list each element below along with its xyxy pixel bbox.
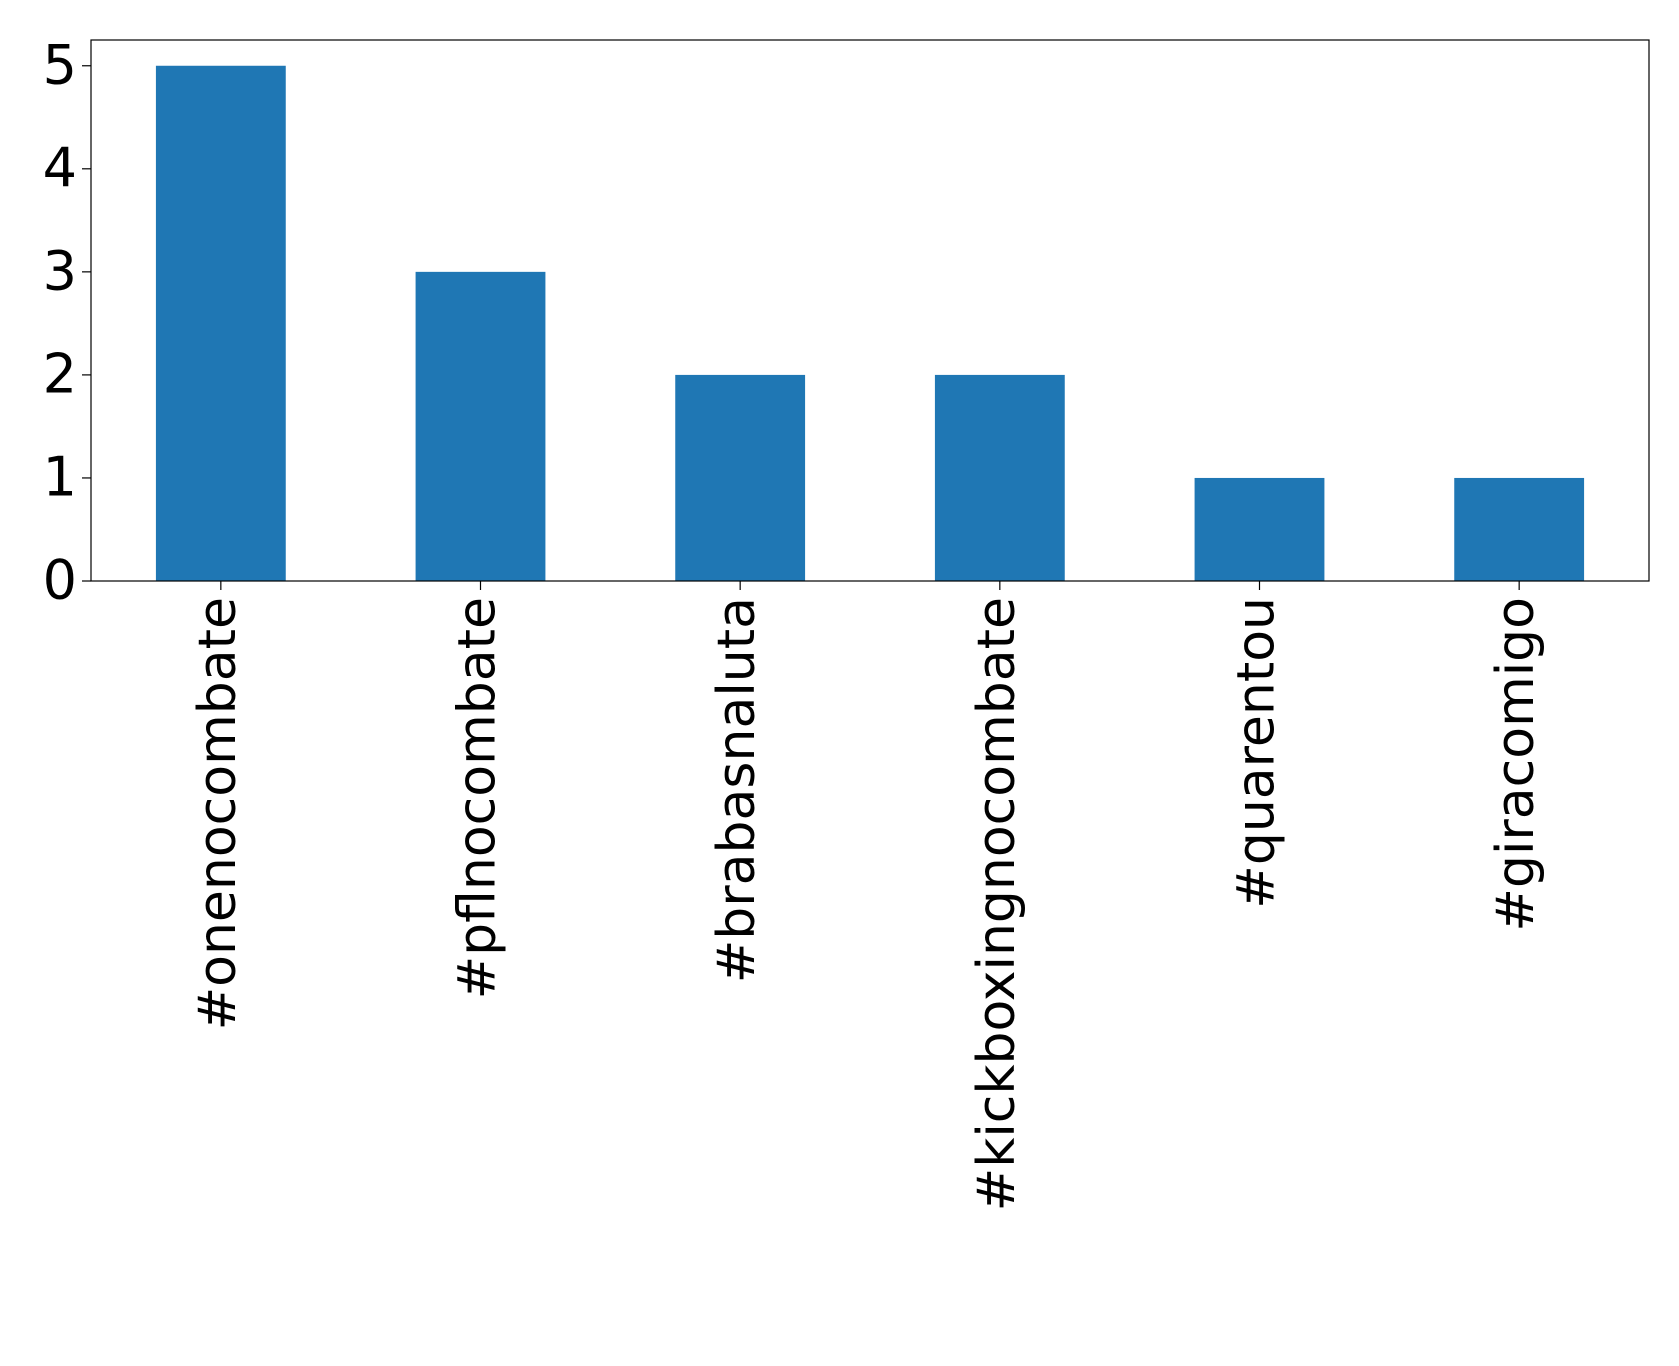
x-tick-label: #brabasnaluta <box>707 597 767 983</box>
x-tick-label: #giracomigo <box>1486 597 1546 932</box>
bar <box>1454 477 1585 581</box>
bar <box>1194 477 1325 581</box>
bar <box>934 374 1065 581</box>
bar <box>675 374 806 581</box>
x-tick-label: #kickboxingnocombate <box>967 597 1027 1211</box>
y-tick-label: 2 <box>43 343 77 406</box>
x-tick-label: #onenocombate <box>188 597 248 1030</box>
bar <box>155 65 286 581</box>
y-tick-label: 0 <box>43 549 77 612</box>
y-tick-label: 1 <box>43 446 77 509</box>
y-tick-label: 3 <box>43 239 77 302</box>
bar <box>415 271 546 581</box>
plot-frame <box>90 39 1650 582</box>
y-tick-label: 4 <box>43 136 77 199</box>
y-tick-label: 5 <box>43 33 77 96</box>
x-tick-label: #pflnocombate <box>448 597 508 999</box>
x-tick-label: #quarentou <box>1227 597 1287 909</box>
